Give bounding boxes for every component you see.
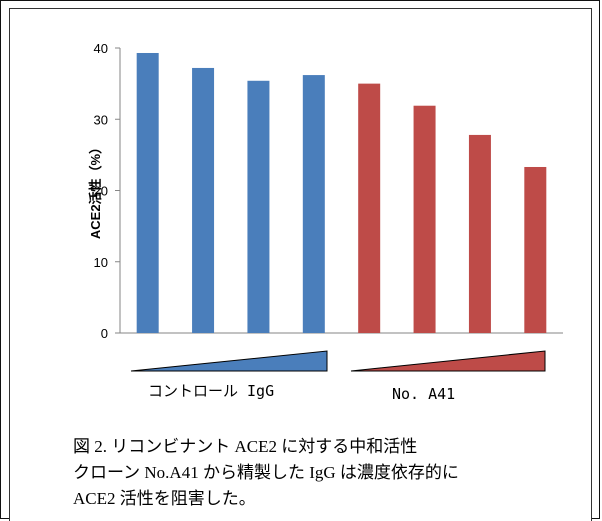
y-axis-label: ACE2活性（%） bbox=[88, 141, 103, 239]
caption-line-2: クローン No.A41 から精製した IgG は濃度依存的に bbox=[73, 463, 459, 482]
bar-a41 bbox=[468, 134, 491, 333]
y-tick-label: 10 bbox=[94, 255, 108, 270]
group-label-a41: No. A41 bbox=[392, 385, 456, 403]
group-label-control: コントロール IgG bbox=[148, 382, 275, 400]
y-axis: 0 10 20 30 40 bbox=[94, 41, 563, 341]
a41-concentration-triangle bbox=[350, 350, 546, 372]
bar-control-igg bbox=[247, 80, 270, 334]
bars bbox=[136, 52, 547, 334]
concentration-triangles bbox=[130, 350, 546, 372]
figure-panel bbox=[9, 8, 592, 521]
y-tick-label: 0 bbox=[101, 326, 108, 341]
bar-control-igg bbox=[192, 67, 215, 333]
bar-a41 bbox=[524, 166, 547, 333]
bar-control-igg bbox=[302, 75, 325, 333]
y-tick-label: 30 bbox=[94, 112, 108, 127]
y-tick-label: 40 bbox=[94, 41, 108, 56]
y-tick-label: 20 bbox=[94, 184, 108, 199]
caption-line-1: 図 2. リコンビナント ACE2 に対する中和活性 bbox=[73, 437, 418, 456]
bar-a41 bbox=[413, 105, 436, 334]
bar-control-igg bbox=[136, 52, 159, 334]
caption-line-3: ACE2 活性を阻害した。 bbox=[73, 489, 256, 508]
control-concentration-triangle bbox=[130, 350, 328, 372]
bar-a41 bbox=[358, 83, 381, 333]
